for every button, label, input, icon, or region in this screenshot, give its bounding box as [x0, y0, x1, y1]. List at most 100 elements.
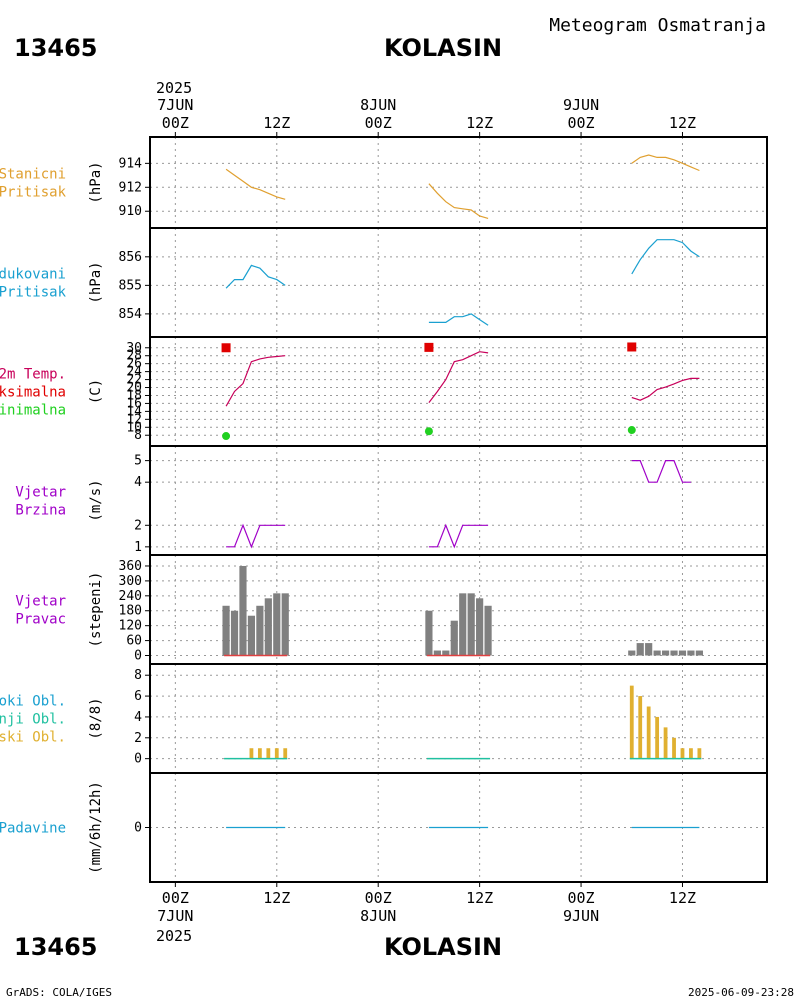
series-line-wind_speed [631, 460, 691, 483]
y-tick-label: 4 [134, 475, 142, 490]
tmin-marker [627, 426, 636, 435]
y-tick-label: 4 [134, 710, 142, 725]
bar-wind_direction [450, 620, 458, 656]
series-line-reduced_pressure [631, 239, 700, 275]
x-tick-label-bottom: 12Z [669, 889, 696, 907]
bar-wind_direction [661, 650, 670, 656]
bar-wind_direction [433, 650, 441, 656]
y-tick-label: 60 [126, 634, 142, 649]
x-tick-label-top: 12Z [263, 114, 290, 132]
panel-label: Padavine [0, 821, 66, 837]
panel-wind_speed: 1 2 4 5 (m/s) Vjetar Brzina [15, 445, 768, 556]
panel-label: Pritisak [0, 285, 67, 301]
bar-wind_direction [476, 598, 484, 656]
x-tick-label-top: 00Z [162, 114, 189, 132]
y-tick-label: 16 [126, 396, 142, 411]
footer-timestamp: 2025-06-09-23:28 [688, 986, 794, 999]
panel-frame [149, 336, 768, 447]
y-tick-label: 8 [134, 668, 142, 683]
y-tick-label: 6 [134, 689, 142, 704]
y-axis-label: (m/s) [88, 479, 104, 521]
y-tick-label: 856 [119, 250, 142, 265]
y-tick-label: 120 [119, 619, 142, 634]
tmax-marker [627, 342, 637, 352]
series-line-station_pressure [428, 183, 489, 219]
bar-wind_direction [484, 605, 492, 656]
y-tick-label: 8 [134, 428, 142, 443]
panel-label: Niski Obl. [0, 730, 66, 746]
bar-clouds [663, 727, 668, 759]
bar-wind_direction [628, 650, 636, 656]
tmax-marker [221, 343, 231, 353]
y-tick-label: 30 [126, 341, 142, 356]
panel-precip: 0 (mm/6h/12h) Padavine [0, 772, 768, 883]
panel-label: Redukovani [0, 267, 66, 283]
panel-label: Vjetar [15, 485, 66, 501]
date-label-bottom: 8JUN [360, 907, 396, 925]
x-tick-label-top: 00Z [568, 114, 595, 132]
panel-frame [149, 227, 768, 338]
panels-group: 910912914(hPa)StanicniPritisak854855856(… [0, 136, 768, 883]
bar-wind_direction [256, 605, 264, 656]
date-label-top: 8JUN [360, 96, 396, 114]
bar-clouds [638, 696, 643, 759]
y-tick-label: 240 [119, 589, 142, 604]
chart-subtitle: Meteogram Osmatranja [549, 15, 766, 36]
y-tick-label: 12 [126, 412, 142, 427]
panel-station_pressure: 910 912 914 (hPa) Stanicni Pritisak [0, 136, 768, 229]
bar-clouds [646, 706, 651, 759]
panel-label: Brzina [15, 503, 66, 519]
footer-credit: GrADS: COLA/IGES [6, 986, 112, 999]
bar-wind_direction [222, 605, 230, 656]
y-tick-label: 14 [126, 404, 142, 419]
panel-label: Maksimalna [0, 385, 66, 401]
panel-label: Vjetar [15, 594, 66, 610]
bar-wind_direction [247, 615, 256, 656]
bar-wind_direction [653, 650, 661, 656]
x-tick-label-bottom: 12Z [466, 889, 493, 907]
tmin-marker [424, 427, 433, 436]
station-name-bottom: KOLASIN [384, 933, 502, 961]
station-name-top: KOLASIN [384, 34, 502, 62]
bar-wind_direction [636, 643, 644, 656]
bar-wind_direction [273, 593, 281, 656]
series-line-temperature [225, 355, 286, 407]
panel-frame [149, 136, 768, 229]
series-line-wind_speed [428, 523, 489, 549]
time-axis-group: 00Z00Z7JUN7JUN12Z12Z00Z00Z8JUN8JUN12Z12Z… [157, 96, 696, 925]
y-tick-label: 10 [126, 420, 142, 435]
bar-clouds [655, 716, 660, 759]
y-tick-label: 914 [119, 156, 143, 171]
date-label-top: 9JUN [563, 96, 599, 114]
y-tick-label: 24 [126, 365, 142, 380]
panel-label: 2m Temp. [0, 367, 66, 383]
panel-reduced_pressure: 854 855 856 (hPa) Redukovani Pritisak [0, 227, 768, 338]
y-tick-label: 854 [119, 307, 143, 322]
y-tick-label: 2 [134, 731, 142, 746]
tmax-marker [424, 342, 434, 352]
bar-wind_direction [230, 610, 239, 656]
bar-wind_direction [467, 593, 475, 656]
date-label-bottom: 7JUN [157, 907, 193, 925]
bar-clouds [697, 748, 702, 759]
y-tick-label: 300 [119, 574, 142, 589]
y-axis-label: (C) [88, 379, 104, 404]
bar-clouds [689, 748, 693, 759]
panel-label: Visoki Obl. [0, 694, 66, 710]
y-tick-label: 26 [126, 357, 142, 372]
bar-wind_direction [281, 593, 289, 656]
bar-wind_direction [670, 650, 678, 656]
panel-label: Pravac [15, 612, 66, 628]
bar-clouds [283, 748, 288, 759]
bar-wind_direction [695, 650, 703, 656]
bar-clouds [257, 748, 262, 759]
station-id-bottom: 13465 [14, 933, 98, 961]
x-tick-label-top: 00Z [365, 114, 392, 132]
bar-wind_direction [239, 565, 247, 656]
bar-clouds [249, 748, 254, 759]
y-tick-label: 20 [126, 381, 142, 396]
bar-wind_direction [264, 598, 272, 656]
y-axis-label: (8/8) [88, 697, 104, 739]
bar-wind_direction [645, 643, 653, 656]
